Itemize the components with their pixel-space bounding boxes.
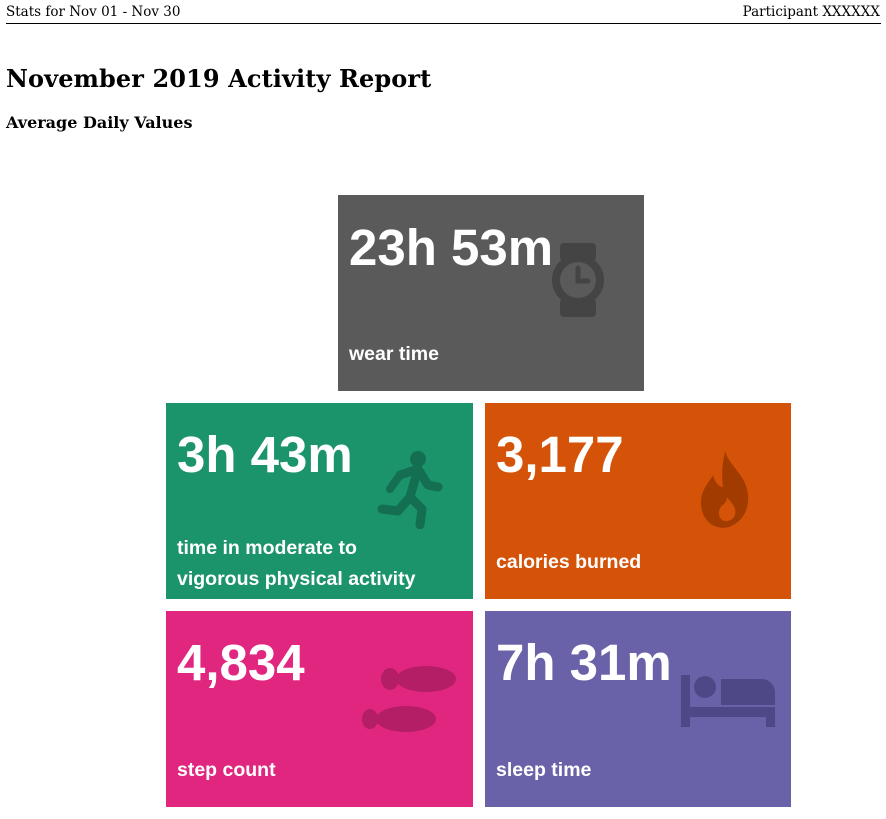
footprints-icon: [362, 666, 456, 732]
page-subtitle: Average Daily Values: [6, 113, 193, 132]
wear-time-value: 23h 53m: [349, 219, 554, 276]
sleep-time-tile: 7h 31m sleep time: [485, 611, 791, 807]
step-count-label: step count: [177, 759, 276, 781]
step-count-value: 4,834: [177, 634, 305, 691]
calories-label: calories burned: [496, 551, 642, 573]
calories-value: 3,177: [496, 426, 624, 483]
calories-tile: 3,177 calories burned: [485, 403, 791, 599]
running-person-icon: [377, 451, 443, 529]
header-divider: [6, 23, 881, 24]
flame-icon: [701, 451, 749, 528]
watch-icon: [552, 243, 604, 317]
wear-time-label: wear time: [349, 343, 439, 365]
header-date-range: Stats for Nov 01 - Nov 30: [6, 4, 181, 20]
header-participant: Participant XXXXXX: [742, 4, 880, 20]
activity-time-label-line2: vigorous physical activity: [177, 568, 416, 590]
wear-time-tile: 23h 53m wear time: [338, 195, 644, 391]
sleep-time-value: 7h 31m: [496, 634, 672, 691]
activity-time-label-line1: time in moderate to: [177, 537, 357, 559]
step-count-tile: 4,834 step count: [166, 611, 473, 807]
page-title: November 2019 Activity Report: [6, 64, 432, 93]
activity-time-value: 3h 43m: [177, 426, 353, 483]
sleep-time-label: sleep time: [496, 759, 592, 781]
bed-icon: [681, 675, 775, 727]
activity-time-label: time in moderate to vigorous physical ac…: [177, 533, 415, 595]
activity-time-tile: 3h 43m time in moderate to vigorous phys…: [166, 403, 473, 599]
